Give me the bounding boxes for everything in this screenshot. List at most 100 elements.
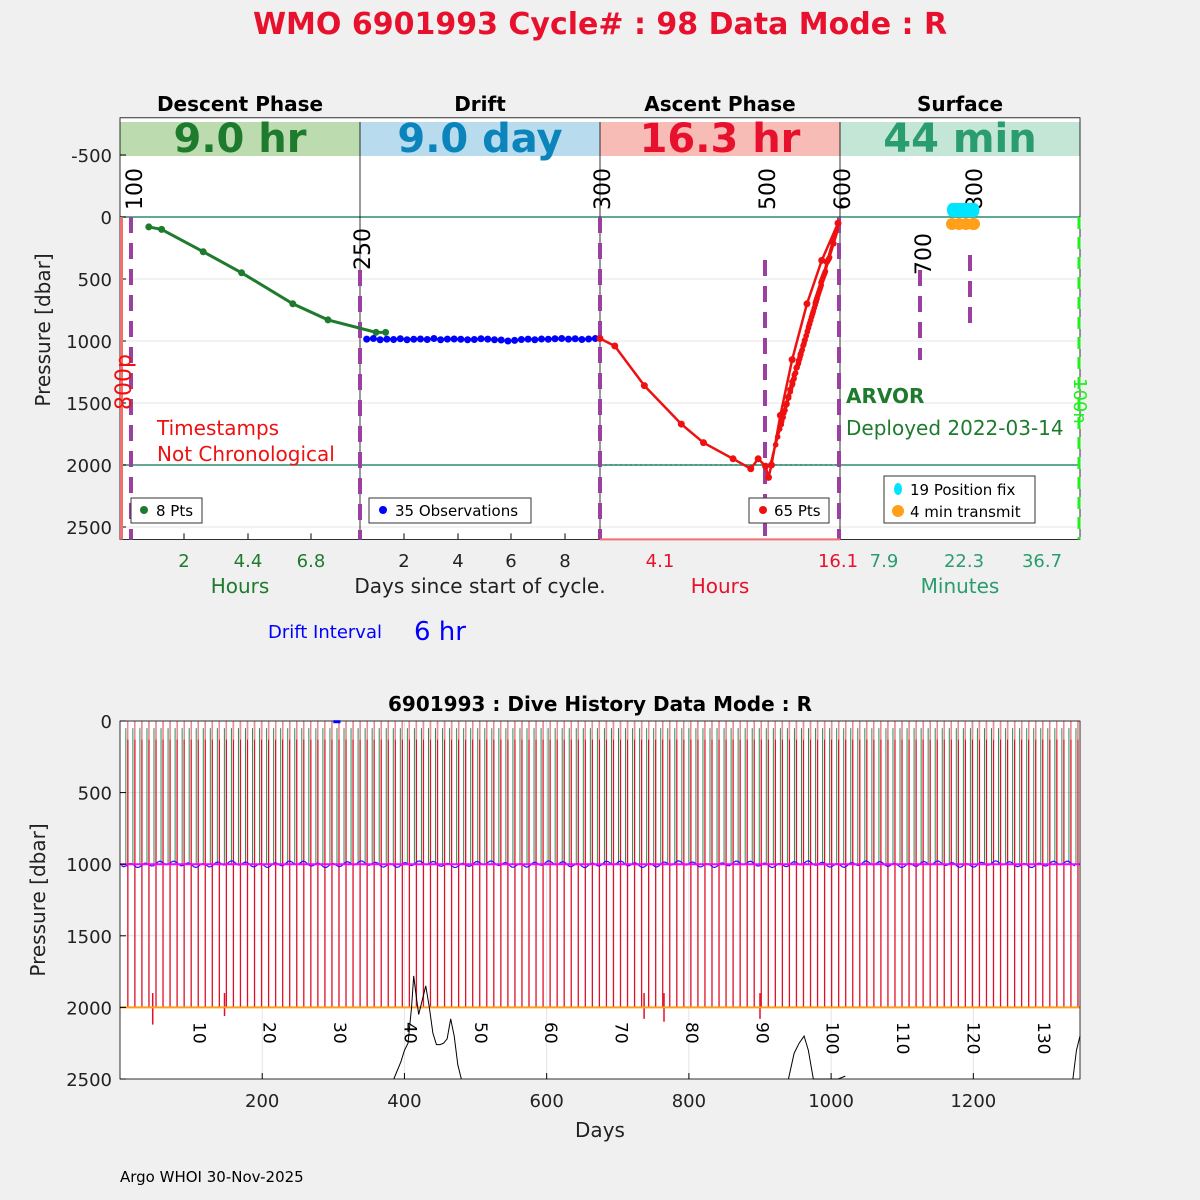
figure-title: WMO 6901993 Cycle# : 98 Data Mode : R — [253, 7, 947, 42]
descent-point — [238, 269, 246, 277]
ascent-point — [826, 254, 833, 261]
history-x-tick-label: 800 — [672, 1091, 706, 1112]
surface-x-tick-label: 7.9 — [870, 551, 899, 572]
drift-legend-marker — [379, 506, 387, 514]
transmit-legend-marker — [892, 505, 904, 517]
drift-point — [423, 336, 431, 344]
descent-legend-marker — [140, 506, 148, 514]
ascent-point — [729, 455, 737, 463]
descent-point — [158, 225, 166, 233]
descent-x-tick-label: 6.8 — [297, 551, 326, 572]
history-x-tick-label: 400 — [387, 1091, 421, 1112]
history-y-tick-label: 2000 — [66, 998, 112, 1019]
history-y-tick-label: 1500 — [66, 927, 112, 948]
ascent-line — [599, 222, 840, 478]
ascent-point — [818, 282, 825, 288]
ascent-x-tick-label: 16.1 — [818, 551, 858, 572]
drift-x-tick-label: 2 — [398, 551, 409, 572]
ascent-point — [822, 268, 829, 275]
drift-point — [497, 336, 505, 344]
history-drift-trace — [121, 860, 1076, 869]
phase-title: Surface — [917, 92, 1003, 116]
history-x-axis-label: Days — [575, 1118, 625, 1142]
descent-x-tick-label: 2 — [178, 551, 189, 572]
drift-point — [416, 335, 424, 343]
drift-x-tick-label: 8 — [559, 551, 570, 572]
ascent-point — [699, 439, 707, 447]
history-title: 6901993 : Dive History Data Mode : R — [388, 692, 812, 716]
phase-title: Drift — [454, 92, 506, 116]
ascent-point — [788, 356, 796, 364]
history-y-tick-label: 0 — [101, 712, 112, 733]
position-fix-point — [950, 203, 960, 217]
drift-point — [504, 337, 512, 345]
drift-point — [564, 335, 572, 343]
drift-point — [585, 335, 593, 343]
drift-point — [363, 335, 371, 343]
deployed-date-label: Deployed 2022-03-14 — [846, 416, 1064, 440]
drift-point — [524, 335, 532, 343]
drift-point — [450, 335, 458, 343]
cycle-number-label: 120 — [962, 1022, 982, 1054]
y-tick-label: 0 — [101, 208, 112, 229]
ascent-point — [810, 309, 816, 316]
ascent-point — [793, 365, 799, 371]
phase-duration: 9.0 hr — [174, 116, 307, 162]
drift-x-tick-label: 6 — [505, 551, 516, 572]
phase-title: Ascent Phase — [644, 92, 795, 116]
surface-x-tick-label: 22.3 — [944, 551, 984, 572]
y-tick-label: -500 — [71, 146, 112, 167]
cycle-number-label: 40 — [399, 1022, 419, 1044]
drift-point — [477, 335, 485, 343]
marker-label: 700 — [912, 233, 937, 275]
cycle-number-label: 20 — [259, 1022, 279, 1044]
ascent-point — [805, 323, 812, 330]
marker-label: 250 — [351, 228, 376, 270]
marker-label: 300 — [591, 168, 616, 210]
marker-label: 800 — [963, 168, 988, 210]
y-tick-label: 1000 — [66, 332, 112, 353]
drift-point — [538, 335, 546, 343]
cycle-number-label: 100 — [822, 1022, 842, 1054]
surface-legend — [883, 475, 1036, 524]
cycle-number-label: 70 — [611, 1022, 631, 1044]
drift-interval-value: 6 hr — [414, 617, 466, 647]
phase-band — [840, 122, 1080, 156]
cycle-number-label: 60 — [540, 1022, 560, 1044]
ascent-point — [765, 473, 773, 481]
cycle-number-label: 90 — [751, 1022, 771, 1044]
drift-point — [383, 335, 391, 343]
descent-point — [289, 300, 297, 308]
position-fix-legend-text: 19 Position fix — [910, 481, 1015, 499]
ascent-point — [754, 455, 762, 463]
phase-duration: 44 min — [883, 116, 1036, 162]
drift-point — [551, 335, 559, 343]
history-y-tick-label: 2500 — [66, 1070, 112, 1091]
drift-point — [517, 336, 525, 344]
ascent-legend-text: 65 Pts — [774, 502, 821, 520]
drift-point — [437, 336, 445, 344]
descent-line — [148, 225, 386, 334]
ascent-point — [762, 462, 770, 470]
drift-point — [403, 336, 411, 344]
top-y-axis-label: Pressure [dbar] — [31, 253, 55, 406]
cycle-number-label: 10 — [188, 1022, 208, 1044]
history-x-tick-label: 1000 — [808, 1091, 854, 1112]
drift-point — [457, 335, 465, 343]
history-y-axis-label: Pressure [dbar] — [26, 823, 50, 976]
ascent-point — [818, 256, 826, 264]
y-tick-label: 1500 — [66, 394, 112, 415]
phase-band — [360, 122, 600, 156]
ascent-x-tick-label: 4.1 — [646, 551, 675, 572]
cycle-number-label: 110 — [892, 1022, 912, 1054]
descent-point — [324, 316, 332, 324]
ascent-point — [747, 465, 755, 473]
history-x-tick-label: 1200 — [950, 1091, 996, 1112]
left-edge-bar — [120, 217, 123, 540]
phase-band — [600, 122, 840, 156]
marker-label-800p: 800p — [112, 354, 137, 410]
marker-label: 600 — [831, 168, 856, 210]
descent-legend-text: 8 Pts — [156, 502, 193, 520]
drift-x-tick-label: 4 — [452, 551, 463, 572]
